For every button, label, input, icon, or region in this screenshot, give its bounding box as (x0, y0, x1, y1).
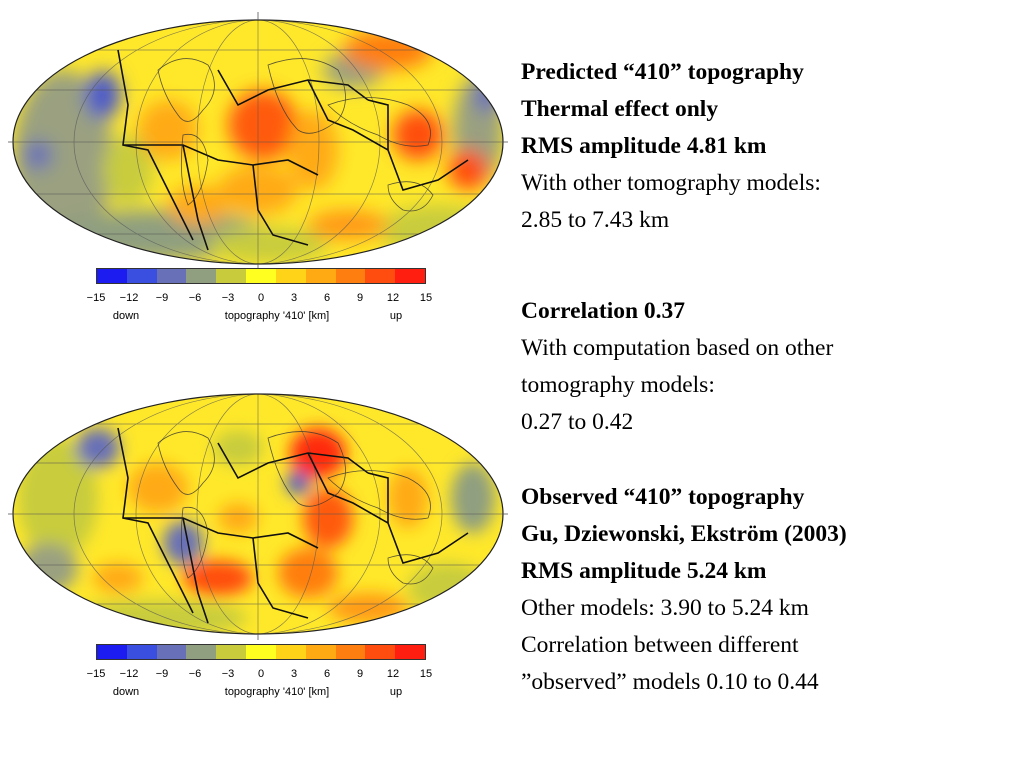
observed-other-models: Other models: 3.90 to 5.24 km (521, 595, 809, 621)
predicted-text-block: Predicted “410” topography Thermal effec… (521, 54, 1016, 239)
colorbar-tick-label: 3 (290, 292, 298, 304)
colorbar-tick-label: −12 (119, 668, 139, 680)
predicted-subtitle: Thermal effect only (521, 96, 719, 122)
colorbar-tick-label: 3 (290, 668, 298, 680)
correlation-line1: With computation based on other (521, 335, 834, 361)
observed-corr-line2: ”observed” models 0.10 to 0.44 (521, 669, 819, 695)
colorbar-label-up: up (389, 686, 403, 698)
colorbar-tick-label: −9 (155, 668, 169, 680)
colorbar-swatch (186, 269, 217, 283)
colorbar-tick-label: 15 (419, 292, 433, 304)
colorbar-tick-label: −6 (188, 292, 202, 304)
observed-corr-line1: Correlation between different (521, 632, 799, 658)
colorbar-swatch (97, 269, 127, 283)
colorbar-tick-label: 12 (386, 292, 400, 304)
colorbar-swatch (395, 645, 425, 659)
colorbar-tick-label: −6 (188, 668, 202, 680)
colorbar-label-down: down (112, 686, 140, 698)
colorbar-swatch (335, 645, 366, 659)
colorbar-label-down: down (112, 310, 140, 322)
colorbar-tick-label: −15 (86, 292, 106, 304)
colorbar-swatch (246, 645, 276, 659)
colorbar-swatch (275, 645, 306, 659)
colorbar-swatch (126, 269, 157, 283)
colorbar-label-up: up (389, 310, 403, 322)
colorbar-swatch (246, 269, 276, 283)
colorbar-tick-label: 0 (257, 292, 265, 304)
predicted-topography-map (8, 10, 508, 270)
colorbar-swatch (365, 269, 396, 283)
colorbar-swatch (186, 645, 217, 659)
colorbar-swatches (96, 268, 426, 284)
observed-title: Observed “410” topography (521, 484, 805, 510)
colorbar-swatch (335, 269, 366, 283)
observed-topography-map (8, 388, 508, 640)
colorbar-labels: down topography '410' [km] up (96, 686, 426, 700)
correlation-title: Correlation 0.37 (521, 298, 686, 324)
colorbar-label-center: topography '410' [km] (224, 310, 330, 322)
colorbar-tick-label: −9 (155, 292, 169, 304)
predicted-other-range: 2.85 to 7.43 km (521, 207, 670, 233)
colorbar-swatch (305, 269, 336, 283)
colorbar-swatch (156, 269, 187, 283)
colorbar-tick-label: 9 (356, 668, 364, 680)
colorbar-swatch (275, 269, 306, 283)
colorbar-label-center: topography '410' [km] (224, 686, 330, 698)
colorbar-swatches (96, 644, 426, 660)
colorbar-tick-label: −12 (119, 292, 139, 304)
colorbar-tick-label: −3 (221, 668, 235, 680)
colorbar-ticks: −15 −12 −9 −6 −3 0 3 6 9 12 15 (87, 668, 432, 682)
colorbar-swatch (395, 269, 425, 283)
observed-text-block: Observed “410” topography Gu, Dziewonski… (521, 479, 1016, 701)
colorbar-swatch (97, 645, 127, 659)
predicted-other-intro: With other tomography models: (521, 170, 821, 196)
correlation-text-block: Correlation 0.37 With computation based … (521, 293, 1016, 441)
colorbar-swatch (305, 645, 336, 659)
observed-source: Gu, Dziewonski, Ekström (2003) (521, 521, 847, 547)
correlation-range: 0.27 to 0.42 (521, 409, 634, 435)
colorbar-tick-label: −3 (221, 292, 235, 304)
colorbar-swatch (216, 645, 247, 659)
colorbar-swatch (365, 645, 396, 659)
colorbar-ticks: −15 −12 −9 −6 −3 0 3 6 9 12 15 (87, 292, 432, 306)
colorbar-tick-label: 12 (386, 668, 400, 680)
colorbar-tick-label: 6 (323, 292, 331, 304)
colorbar-swatch (126, 645, 157, 659)
predicted-title: Predicted “410” topography (521, 59, 804, 85)
colorbar-tick-label: 0 (257, 668, 265, 680)
colorbar-tick-label: 15 (419, 668, 433, 680)
colorbar-swatch (216, 269, 247, 283)
observed-rms: RMS amplitude 5.24 km (521, 558, 767, 584)
correlation-line2: tomography models: (521, 372, 715, 398)
predicted-rms: RMS amplitude 4.81 km (521, 133, 767, 159)
colorbar-tick-label: 6 (323, 668, 331, 680)
colorbar-swatch (156, 645, 187, 659)
colorbar-labels: down topography '410' [km] up (96, 310, 426, 324)
colorbar-tick-label: 9 (356, 292, 364, 304)
colorbar-tick-label: −15 (86, 668, 106, 680)
